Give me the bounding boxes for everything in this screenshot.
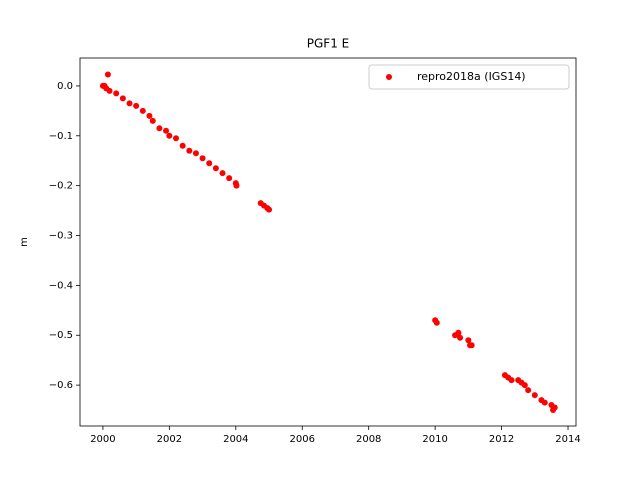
data-point [199,155,206,162]
data-point [139,107,146,114]
y-tick-label: −0.5 [49,330,73,341]
data-point [551,404,558,411]
data-point [106,87,113,94]
data-point [186,147,193,154]
legend-marker [386,74,392,80]
x-tick-label: 2012 [489,434,514,445]
data-point [156,125,163,132]
data-point [166,132,173,139]
y-tick-label: 0.0 [57,81,73,92]
data-point [192,150,199,157]
x-tick-label: 2008 [356,434,381,445]
data-point [146,112,153,119]
data-point [531,392,538,399]
x-tick-label: 2006 [290,434,315,445]
x-tick-label: 2000 [90,434,115,445]
data-point [226,175,233,182]
data-point [541,399,548,406]
data-point [113,90,120,97]
data-point [206,160,213,167]
data-point [133,102,140,109]
x-tick-label: 2010 [422,434,447,445]
data-point [455,329,462,336]
y-tick-label: −0.2 [49,181,73,192]
plot-frame [79,57,577,427]
data-point [104,71,111,78]
y-tick-label: −0.3 [49,231,73,242]
y-tick-label: −0.1 [49,131,73,142]
data-point [457,334,464,341]
data-point [126,100,133,107]
data-point [233,182,240,189]
data-point [521,382,528,389]
x-tick-label: 2004 [223,434,248,445]
legend-label: repro2018a (IGS14) [417,70,526,83]
data-point [433,319,440,326]
data-point [525,387,532,394]
data-point [173,135,180,142]
data-point [149,117,156,124]
data-point [119,95,126,102]
data-point [508,377,515,384]
data-point [266,206,273,213]
data-point [468,342,475,349]
x-tick-label: 2014 [555,434,580,445]
data-point [179,142,186,149]
chart-title: PGF1 E [307,37,349,51]
data-point [219,170,226,177]
y-tick-label: −0.4 [49,280,73,291]
data-point [163,127,170,134]
legend-box [368,64,570,90]
y-tick-label: −0.6 [49,380,73,391]
data-point [465,337,472,344]
y-axis-label: m [19,237,30,247]
data-point [212,165,219,172]
x-tick-label: 2002 [157,434,182,445]
